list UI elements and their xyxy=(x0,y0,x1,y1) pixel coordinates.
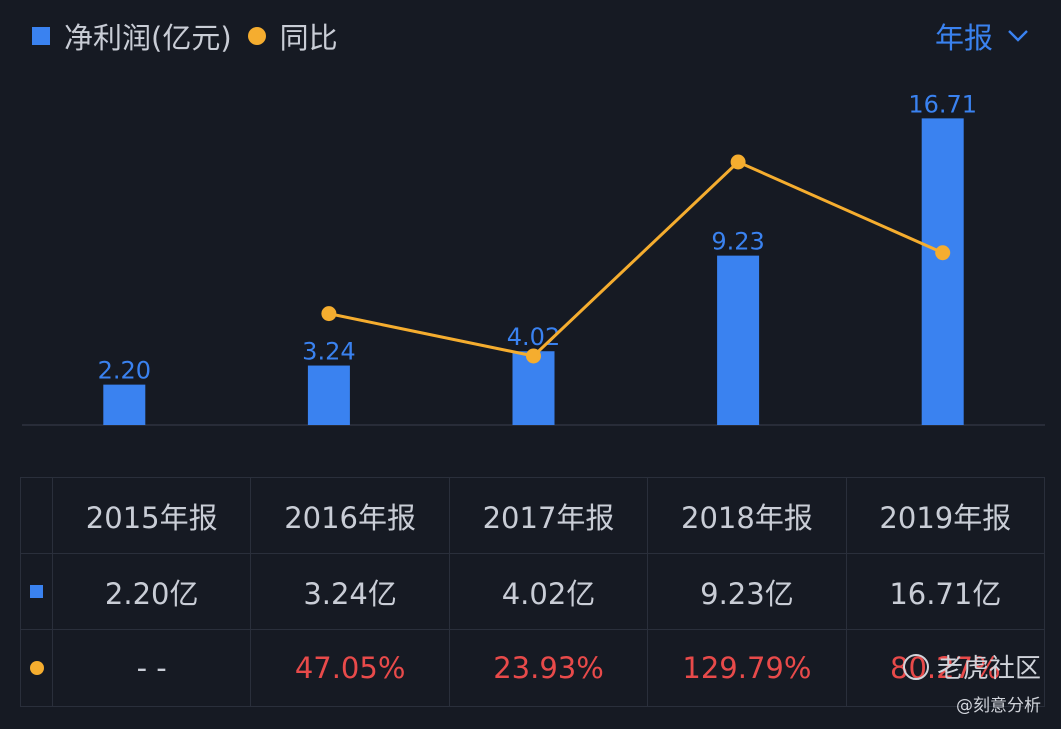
yoy-point xyxy=(526,348,541,364)
table-header-cell: 2018年报 xyxy=(647,478,845,553)
period-selector[interactable]: 年报 xyxy=(935,14,1029,58)
yoy-series-line xyxy=(328,160,944,358)
table-row-yoy: - - 47.05% 23.93% 129.79% 80.27% xyxy=(21,630,1044,706)
profit-bar xyxy=(103,384,146,425)
yoy-cell: 23.93% xyxy=(448,630,647,706)
chart-legend: 净利润(亿元) 同比 xyxy=(32,14,338,58)
watermark: 老虎社区 @刻意分析 xyxy=(902,648,1041,716)
yoy-point xyxy=(321,306,337,322)
watermark-handle: @刻意分析 xyxy=(956,696,1041,716)
bar-marker-icon xyxy=(30,585,43,598)
profit-bar xyxy=(307,365,350,425)
profit-cell: 3.24亿 xyxy=(250,554,448,629)
table-header-cell: 2017年报 xyxy=(448,478,647,553)
yoy-cell: 47.05% xyxy=(250,630,448,706)
yoy-cell: 129.79% xyxy=(647,630,845,706)
profit-cell: 4.02亿 xyxy=(448,554,647,629)
yoy-row-marker xyxy=(21,630,52,706)
profit-cell: 2.20亿 xyxy=(52,554,250,629)
bar-value-label: 3.24 xyxy=(302,338,355,366)
bar-value-label: 16.71 xyxy=(908,90,977,118)
dot-marker-icon xyxy=(29,661,44,675)
watermark-brand: 老虎社区 xyxy=(902,648,1041,685)
period-selector-label: 年报 xyxy=(934,21,993,55)
yoy-point xyxy=(730,154,746,170)
watermark-brand-text: 老虎社区 xyxy=(936,654,1041,684)
yoy-point xyxy=(935,245,951,261)
profit-cell: 16.71亿 xyxy=(845,554,1044,629)
table-header-cell: 2016年报 xyxy=(250,478,448,553)
profit-row-marker xyxy=(21,554,52,629)
chevron-down-icon xyxy=(1008,30,1028,42)
yoy-cell: - - xyxy=(52,630,250,706)
bar-value-label: 2.20 xyxy=(98,357,151,385)
tiger-logo-icon xyxy=(902,653,929,680)
table-header-cell: 2015年报 xyxy=(52,478,250,553)
bar-legend-swatch xyxy=(32,27,50,45)
profit-bar xyxy=(717,255,760,425)
profit-bar xyxy=(921,118,964,426)
line-legend-label: 同比 xyxy=(279,21,338,55)
line-legend-swatch xyxy=(247,27,266,45)
table-header-row: 2015年报 2016年报 2017年报 2018年报 2019年报 xyxy=(21,478,1044,554)
table-corner-cell xyxy=(21,478,52,553)
bar-value-label: 9.23 xyxy=(711,228,764,256)
table-header-cell: 2019年报 xyxy=(845,478,1044,553)
bar-legend-label: 净利润(亿元) xyxy=(64,21,232,55)
profit-cell: 9.23亿 xyxy=(647,554,845,629)
profit-bar xyxy=(512,351,555,425)
data-table: 2015年报 2016年报 2017年报 2018年报 2019年报 2.20亿… xyxy=(20,477,1045,707)
table-row-profit: 2.20亿 3.24亿 4.02亿 9.23亿 16.71亿 xyxy=(21,554,1044,630)
